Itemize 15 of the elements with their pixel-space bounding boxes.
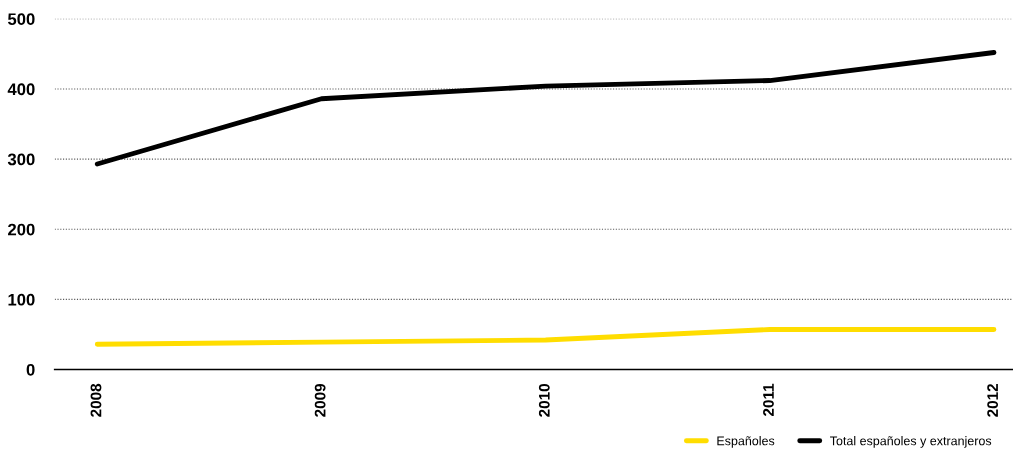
y-tick-label: 100: [8, 293, 35, 306]
line-series: [94, 327, 997, 347]
y-tick-label: 500: [7, 13, 35, 26]
legend-label: Españoles: [717, 436, 775, 448]
y-tick-label: 300: [7, 153, 35, 166]
x-tick-label: 2011: [763, 383, 774, 416]
x-tick-label: 2010: [538, 384, 550, 417]
line-series: [94, 50, 997, 167]
y-tick-label: 0: [26, 363, 35, 376]
x-tick-label: 2009: [314, 383, 326, 417]
legend-label: Total españoles y extranjeros: [830, 436, 992, 448]
x-tick-label: 2008: [90, 383, 102, 417]
x-tick-label: 2012: [987, 383, 999, 417]
y-tick-label: 200: [8, 223, 35, 236]
y-tick-label: 400: [7, 83, 35, 96]
